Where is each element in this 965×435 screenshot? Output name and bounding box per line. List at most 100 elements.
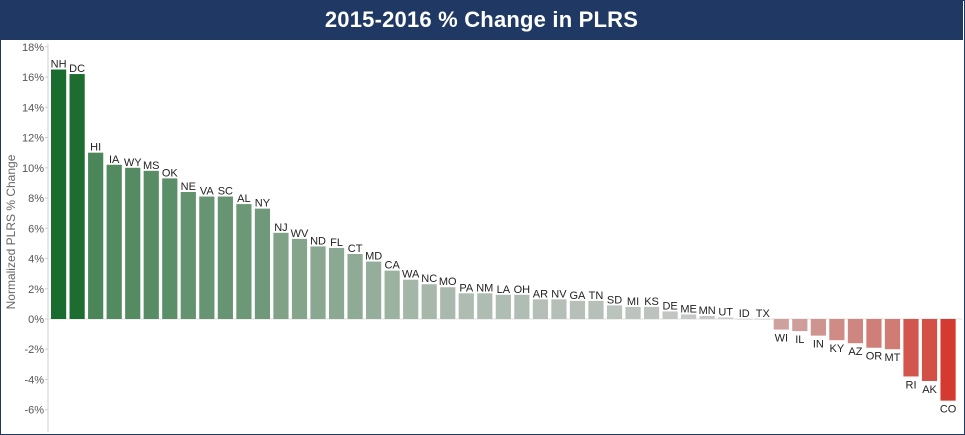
bar-label-al: AL [237, 193, 250, 205]
bar-label-ky: KY [830, 343, 845, 355]
y-tick-label: -6% [24, 405, 44, 417]
y-tick-label: 12% [22, 133, 44, 145]
bar-ca [384, 270, 400, 319]
bar-label-pa: PA [459, 282, 474, 294]
bar-label-nj: NJ [274, 222, 287, 234]
y-tick-label: 14% [22, 102, 44, 114]
bar-label-wa: WA [402, 269, 420, 281]
y-tick-label: 2% [28, 284, 44, 296]
bar-label-ca: CA [385, 260, 401, 272]
bar-label-fl: FL [330, 237, 343, 249]
bar-nd [310, 246, 326, 319]
bar-label-az: AZ [848, 346, 862, 358]
bar-label-ar: AR [533, 288, 548, 300]
bar-label-ks: KS [644, 296, 659, 308]
bar-ar [532, 299, 548, 319]
bar-label-wy: WY [124, 157, 142, 169]
bar-label-mo: MO [439, 276, 457, 288]
bar-me [681, 314, 697, 319]
bar-label-de: DE [662, 300, 677, 312]
bar-label-or: OR [866, 351, 883, 363]
bar-label-nm: NM [476, 282, 493, 294]
bar-sc [217, 196, 233, 319]
bar-label-nd: ND [310, 235, 326, 247]
bar-nj [273, 232, 289, 319]
bar-label-mt: MT [885, 352, 901, 364]
y-tick-label: 6% [28, 223, 44, 235]
bar-mo [440, 287, 456, 319]
y-tick-label: 18% [22, 42, 44, 54]
bar-wy [125, 167, 141, 319]
y-tick-label: 10% [22, 163, 44, 175]
bar-mn [699, 315, 715, 319]
bar-pa [458, 293, 474, 319]
bar-tx [755, 319, 771, 320]
bar-al [236, 204, 252, 319]
bar-label-ct: CT [348, 243, 363, 255]
bar-label-nv: NV [551, 288, 567, 300]
bar-ri [903, 319, 919, 377]
y-axis-label: Normalized PLRS % Change [4, 154, 18, 309]
bar-label-wi: WI [775, 333, 788, 345]
bar-ne [180, 191, 196, 319]
bar-nc [421, 284, 437, 319]
bar-label-la: LA [497, 284, 511, 296]
bar-mi [625, 306, 641, 319]
bar-ak [921, 319, 938, 381]
bar-ct [347, 253, 363, 319]
bar-md [366, 261, 382, 319]
bar-va [199, 196, 215, 319]
bar-label-il: IL [795, 334, 804, 346]
bar-label-oh: OH [514, 284, 531, 296]
bar-wi [773, 319, 789, 330]
bar-ms [143, 170, 159, 319]
bar-label-ga: GA [570, 290, 587, 302]
bar-label-ak: AK [922, 384, 937, 396]
bar-oh [514, 294, 530, 319]
bar-label-sc: SC [218, 186, 233, 198]
bar-label-md: MD [365, 251, 382, 263]
bar-dc [69, 74, 85, 319]
bar-ok [162, 178, 178, 319]
title-bar: 2015-2016 % Change in PLRS [0, 0, 963, 40]
bar-label-mi: MI [627, 296, 639, 308]
bar-nm [477, 293, 493, 319]
bar-label-co: CO [940, 404, 957, 416]
bar-label-tx: TX [756, 308, 771, 320]
bar-hi [88, 152, 104, 319]
bar-wa [403, 279, 419, 319]
y-tick-label: -4% [24, 374, 44, 386]
bar-nh [51, 69, 67, 320]
bar-mt [884, 319, 901, 350]
y-tick-label: 0% [28, 314, 44, 326]
bar-label-ms: MS [143, 160, 160, 172]
bar-label-me: ME [680, 303, 697, 315]
bar-tn [588, 300, 604, 319]
bar-label-ia: IA [109, 154, 120, 166]
chart-title: 2015-2016 % Change in PLRS [324, 7, 639, 32]
bar-ny [254, 208, 271, 319]
bar-ky [829, 319, 845, 341]
bar-label-nh: NH [51, 59, 67, 71]
bar-la [495, 294, 511, 319]
bar-ut [718, 317, 734, 319]
bar-label-id: ID [739, 308, 750, 320]
bar-ks [643, 306, 660, 319]
y-tick-label: 16% [22, 72, 44, 84]
bar-label-ok: OK [162, 167, 179, 179]
bar-ga [569, 300, 586, 319]
bar-label-wv: WV [291, 228, 309, 240]
bar-fl [328, 247, 345, 319]
bar-il [792, 319, 808, 332]
bar-de [662, 311, 678, 319]
bar-label-ut: UT [718, 306, 733, 318]
y-tick-label: 4% [28, 254, 44, 266]
bar-in [810, 319, 826, 336]
bar-nv [551, 299, 567, 319]
bar-co [940, 319, 956, 401]
y-tick-label: 8% [28, 193, 44, 205]
bar-label-hi: HI [90, 142, 101, 154]
bar-wv [291, 238, 308, 319]
